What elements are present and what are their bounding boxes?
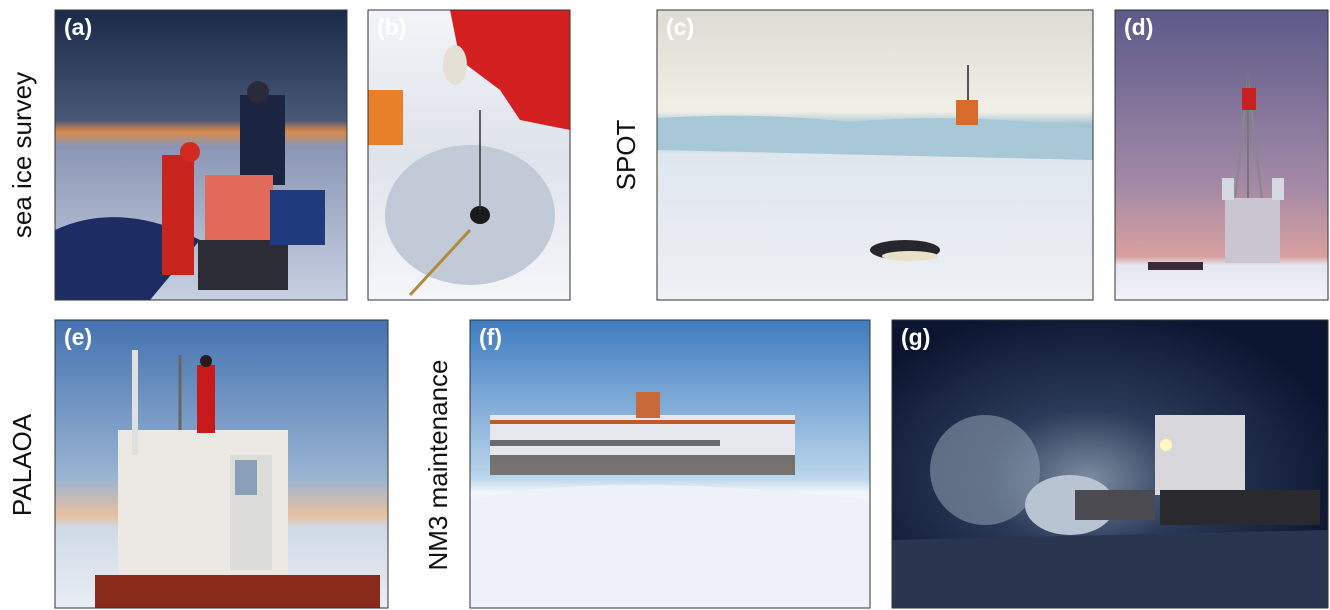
panel-label: (b) — [377, 14, 406, 40]
panel-label: (d) — [1124, 14, 1153, 40]
panel-label: (f) — [479, 324, 502, 350]
panel-label: (c) — [666, 14, 694, 40]
row-label: sea ice survey — [7, 72, 37, 238]
panel-label: (e) — [64, 324, 92, 350]
photo-g: (g) — [891, 319, 1329, 609]
panel-label: (a) — [64, 14, 92, 40]
panel-label: (g) — [901, 324, 930, 350]
row-label: SPOT — [611, 119, 641, 190]
photo-f: (f) — [469, 319, 871, 609]
row-label: PALAOA — [7, 413, 37, 516]
photo-c: (c) — [656, 9, 1094, 301]
photo-b: (b) — [367, 9, 571, 301]
photo-d: (d) — [1114, 9, 1329, 301]
photo-a: (a) — [54, 9, 348, 301]
row-label: NM3 maintenance — [423, 360, 453, 571]
photo-e: (e) — [54, 319, 389, 609]
